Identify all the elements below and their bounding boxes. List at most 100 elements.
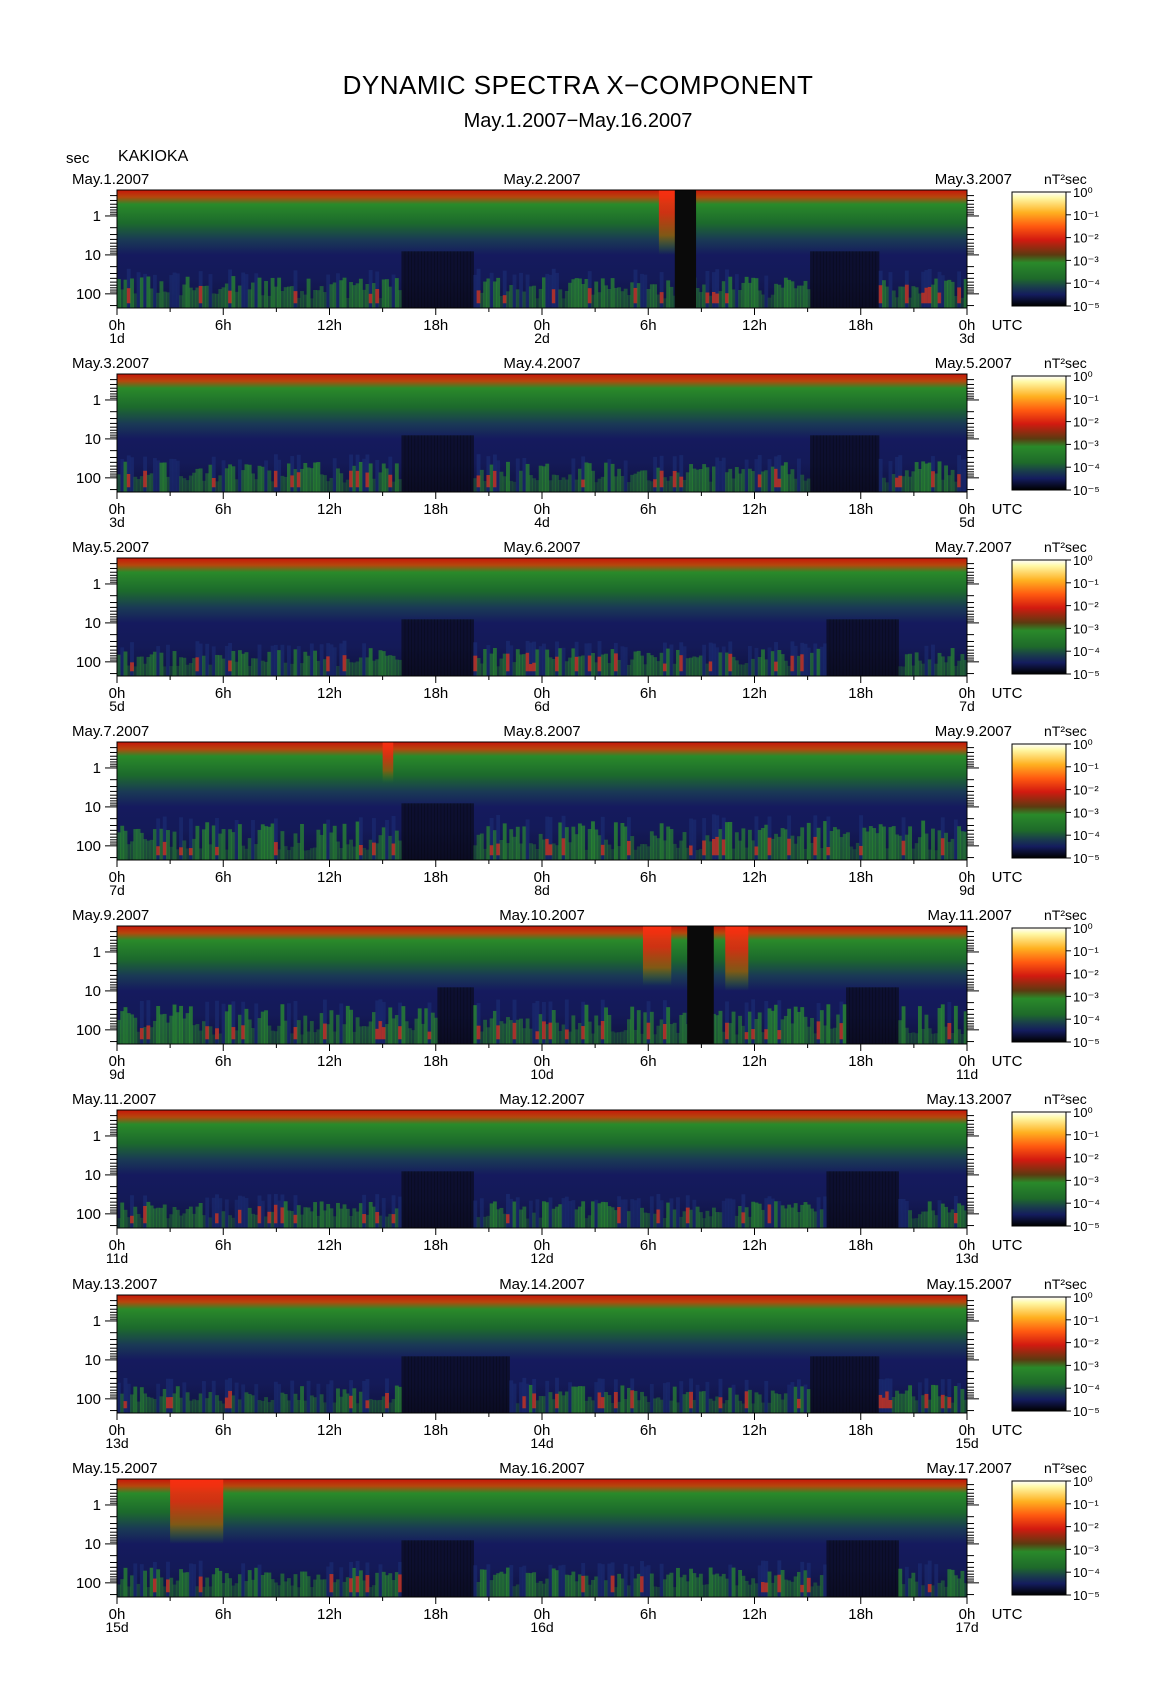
activity-column <box>326 1024 331 1044</box>
activity-column <box>613 1210 618 1228</box>
activity-column <box>747 1389 752 1413</box>
activity-column <box>515 1019 520 1044</box>
activity-column <box>532 285 537 308</box>
activity-column <box>492 281 497 308</box>
quiet-interval <box>878 1171 883 1228</box>
quiet-interval <box>443 1171 448 1228</box>
activity-column <box>542 839 546 860</box>
activity-column <box>662 1383 667 1413</box>
activity-column <box>770 1582 775 1597</box>
activity-column <box>568 282 573 308</box>
activity-column <box>568 474 573 492</box>
x-tick-label: 18h <box>848 317 873 334</box>
quiet-interval <box>466 1356 471 1413</box>
activity-column <box>221 1583 226 1597</box>
activity-column <box>747 1011 752 1044</box>
activity-column <box>162 291 167 308</box>
activity-column <box>744 1002 749 1044</box>
spectrogram-panel-7: May.13.2007 May.14.2007 May.15.20071101000… <box>72 1276 1100 1451</box>
activity-column <box>702 644 707 676</box>
activity-column <box>296 646 301 676</box>
activity-column <box>535 298 540 308</box>
activity-column <box>937 271 942 308</box>
activity-column <box>538 1395 543 1413</box>
activity-column <box>695 287 700 308</box>
activity-column <box>273 286 278 308</box>
activity-peak <box>496 1025 501 1040</box>
activity-column <box>940 1004 945 1044</box>
panel-mid-date: May.12.2007 <box>499 1091 585 1108</box>
activity-column <box>375 1194 380 1228</box>
activity-column <box>476 834 481 860</box>
colorbar-tick-label: 10⁻² <box>1073 1151 1099 1166</box>
activity-column <box>368 648 373 676</box>
activity-column <box>584 1004 589 1044</box>
quiet-interval <box>414 1540 419 1597</box>
activity-column <box>296 1400 301 1413</box>
activity-column <box>149 473 154 492</box>
activity-column <box>764 470 769 492</box>
activity-column <box>839 1001 844 1044</box>
activity-column <box>571 1015 576 1044</box>
activity-column <box>630 659 635 676</box>
x-tick-label: 6h <box>640 317 657 334</box>
activity-column <box>963 659 968 676</box>
activity-column <box>120 289 125 308</box>
quiet-interval <box>875 1356 880 1413</box>
activity-column <box>568 1382 573 1413</box>
activity-column <box>358 278 363 308</box>
quiet-interval <box>427 435 432 492</box>
activity-column <box>211 825 216 860</box>
activity-column <box>362 1026 367 1044</box>
quiet-interval <box>895 1540 899 1597</box>
activity-peak <box>358 844 363 856</box>
activity-column <box>244 1581 249 1597</box>
quiet-interval <box>424 435 429 492</box>
activity-column <box>195 287 200 308</box>
activity-column <box>600 278 605 308</box>
activity-column <box>584 462 589 492</box>
quiet-interval <box>839 435 844 492</box>
activity-column <box>770 1390 775 1413</box>
colorbar-tick-label: 10⁻³ <box>1073 1173 1099 1188</box>
activity-column <box>394 278 399 308</box>
activity-column <box>780 287 785 308</box>
activity-column <box>960 297 965 308</box>
activity-column <box>375 843 380 860</box>
day-label-end: 3d <box>959 330 975 346</box>
quiet-interval <box>865 1540 870 1597</box>
activity-column <box>960 459 965 492</box>
quiet-interval <box>849 1540 854 1597</box>
activity-column <box>555 475 559 492</box>
activity-peak <box>744 1032 749 1040</box>
quiet-interval <box>404 1171 409 1228</box>
activity-column <box>388 835 393 860</box>
quiet-interval <box>421 435 425 492</box>
colorbar-tick-label: 10⁻¹ <box>1073 208 1099 223</box>
activity-column <box>947 1212 952 1228</box>
activity-column <box>620 1578 625 1597</box>
quiet-interval <box>832 435 837 492</box>
activity-column <box>277 1585 282 1597</box>
activity-column <box>914 1218 919 1228</box>
activity-column <box>247 665 252 676</box>
activity-column <box>120 1202 125 1228</box>
activity-peak <box>349 1578 353 1593</box>
activity-column <box>695 469 700 492</box>
activity-column <box>917 1563 922 1597</box>
activity-column <box>260 824 265 860</box>
activity-column <box>577 1206 582 1228</box>
activity-column <box>532 1003 537 1044</box>
activity-column <box>666 280 671 308</box>
activity-column <box>394 659 399 676</box>
activity-column <box>502 476 507 492</box>
activity-column <box>479 833 484 860</box>
activity-column <box>754 1392 759 1413</box>
activity-column <box>208 274 213 308</box>
colorbar-unit: nT²sec <box>1044 171 1087 187</box>
activity-column <box>375 1400 380 1413</box>
quiet-interval <box>457 1171 461 1228</box>
quiet-interval <box>463 251 468 308</box>
activity-peak <box>143 1205 148 1224</box>
activity-column <box>633 1200 638 1228</box>
